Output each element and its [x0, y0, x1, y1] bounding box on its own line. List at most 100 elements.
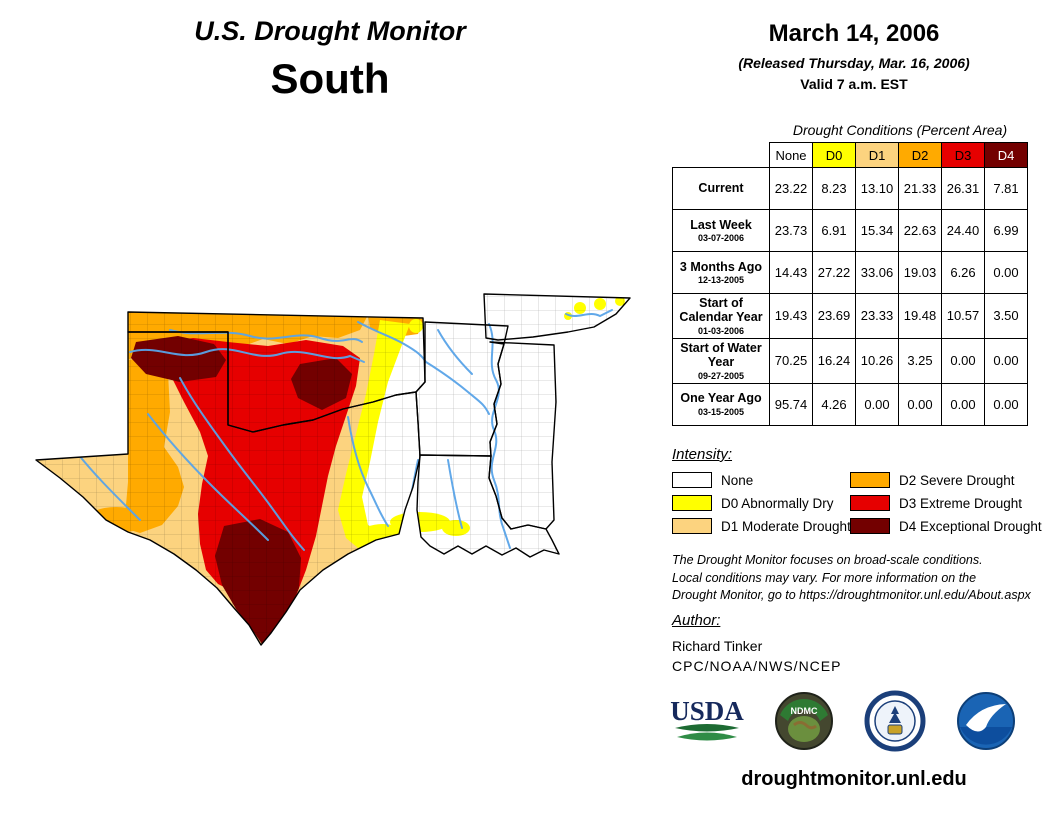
- value-cell: 26.31: [941, 167, 985, 210]
- column-header-d0: D0: [812, 142, 856, 168]
- value-cell: 0.00: [941, 337, 985, 384]
- cimarron-river: [169, 329, 363, 343]
- row-label: Current: [672, 167, 770, 210]
- legend-item-d2: D2 Severe Drought: [850, 472, 1038, 488]
- author-block: Author: Richard Tinker CPC/NOAA/NWS/NCEP: [672, 612, 841, 674]
- disclaimer-line: Drought Monitor, go to https://droughtmo…: [672, 588, 1031, 602]
- value-cell: 27.22: [812, 251, 856, 294]
- ouachita-river: [447, 459, 463, 529]
- noaa-logo: [957, 692, 1015, 750]
- brazos-river: [179, 377, 305, 551]
- row-label-date: 03-07-2006: [697, 233, 745, 244]
- canadian-river: [129, 348, 365, 363]
- noaa-gull: [966, 704, 1006, 732]
- d4-swatch: [850, 518, 890, 534]
- value-cell: 0.00: [984, 337, 1028, 384]
- date-block: March 14, 2006 (Released Thursday, Mar. …: [668, 20, 1040, 92]
- legend-label: D2 Severe Drought: [899, 472, 1015, 488]
- d3-swatch: [850, 495, 890, 511]
- value-cell: 70.25: [769, 337, 813, 384]
- legend-label: D4 Exceptional Drought: [899, 518, 1042, 534]
- none-swatch: [672, 472, 712, 488]
- value-cell: 23.69: [812, 293, 856, 339]
- value-cell: 6.99: [984, 209, 1028, 252]
- row-label: 3 Months Ago 12-13-2005: [672, 251, 770, 294]
- usda-swoosh-top: [675, 724, 739, 732]
- value-cell: 23.33: [855, 293, 899, 339]
- value-cell: 13.10: [855, 167, 899, 210]
- legend-item-d4: D4 Exceptional Drought: [850, 518, 1042, 534]
- report-title: U.S. Drought Monitor: [194, 16, 466, 46]
- value-cell: 19.43: [769, 293, 813, 339]
- value-cell: 4.26: [812, 382, 856, 426]
- table-row: 3 Months Ago 12-13-2005 14.43 27.22 33.0…: [672, 251, 1028, 294]
- row-label-date: 01-03-2006: [697, 325, 745, 336]
- value-cell: 19.03: [898, 251, 942, 294]
- value-cell: 6.91: [812, 209, 856, 252]
- table-row: Current 23.22 8.23 13.10 21.33 26.31 7.8…: [672, 167, 1028, 210]
- table-row: One Year Ago 03-15-2005 95.74 4.26 0.00 …: [672, 382, 1028, 426]
- drought-conditions-table: None D0 D1 D2 D3 D4 Current 23.22 8.23 1…: [672, 142, 1028, 426]
- value-cell: 21.33: [898, 167, 942, 210]
- value-cell: 3.25: [898, 337, 942, 384]
- value-cell: 14.43: [769, 251, 813, 294]
- author-heading: Author:: [672, 612, 721, 629]
- report-date: March 14, 2006: [768, 20, 940, 47]
- row-label-text: Start of Calendar Year: [679, 296, 763, 325]
- intensity-legend: Intensity: None D0 Abnormally Dry D1 Mod…: [672, 446, 1042, 534]
- d0-swatch: [672, 495, 712, 511]
- tennessee-river: [565, 309, 613, 318]
- row-label: One Year Ago 03-15-2005: [672, 382, 770, 426]
- row-label-date: 12-13-2005: [697, 275, 745, 286]
- ndmc-logo-text: NDMC: [791, 706, 818, 716]
- legend-label: None: [721, 472, 754, 488]
- row-label-text: Last Week: [690, 217, 752, 232]
- author-name: Richard Tinker: [672, 638, 763, 654]
- usda-swoosh-bottom: [677, 732, 737, 741]
- legend-item-d1: D1 Moderate Drought: [672, 518, 851, 534]
- usda-logo-text: USDA: [670, 696, 744, 726]
- column-header-d3: D3: [941, 142, 985, 168]
- value-cell: 15.34: [855, 209, 899, 252]
- ndmc-globe: [788, 716, 820, 742]
- table-row: Last Week 03-07-2006 23.73 6.91 15.34 22…: [672, 209, 1028, 252]
- column-header-d2: D2: [898, 142, 942, 168]
- row-label-text: Current: [698, 180, 744, 195]
- region-title: South: [270, 55, 390, 102]
- disclaimer-line: Local conditions may vary. For more info…: [672, 570, 977, 585]
- row-label-text: 3 Months Ago: [679, 259, 763, 274]
- row-label: Last Week 03-07-2006: [672, 209, 770, 252]
- released-date: (Released Thursday, Mar. 16, 2006): [738, 55, 970, 71]
- value-cell: 19.48: [898, 293, 942, 339]
- column-header-none: None: [769, 142, 813, 168]
- disclaimer-text: The Drought Monitor focuses on broad-sca…: [672, 552, 1031, 605]
- value-cell: 10.26: [855, 337, 899, 384]
- legend-label: D3 Extreme Drought: [899, 495, 1023, 511]
- colorado-river: [147, 413, 269, 541]
- usda-logo: USDA: [670, 696, 744, 741]
- value-cell: 3.50: [984, 293, 1028, 339]
- legend-item-none: None: [672, 472, 850, 488]
- value-cell: 95.74: [769, 382, 813, 426]
- table-caption: Drought Conditions (Percent Area): [792, 122, 1008, 138]
- title-block: U.S. Drought Monitor South: [0, 16, 660, 103]
- value-cell: 6.26: [941, 251, 985, 294]
- value-cell: 10.57: [941, 293, 985, 339]
- state-borders-layer: [35, 293, 631, 646]
- footer-url: droughtmonitor.unl.edu: [741, 768, 967, 790]
- value-cell: 8.23: [812, 167, 856, 210]
- value-cell: 16.24: [812, 337, 856, 384]
- legend-heading: Intensity:: [672, 446, 733, 463]
- legend-item-d3: D3 Extreme Drought: [850, 495, 1038, 511]
- row-label-text: One Year Ago: [680, 391, 762, 406]
- value-cell: 23.73: [769, 209, 813, 252]
- row-label-date: 03-15-2005: [697, 406, 745, 417]
- d2-swatch: [850, 472, 890, 488]
- value-cell: 0.00: [984, 382, 1028, 426]
- row-label: Start of Calendar Year 01-03-2006: [672, 293, 770, 339]
- state-tennessee: [483, 293, 631, 341]
- legend-label: D1 Moderate Drought: [721, 518, 851, 534]
- trinity-river: [347, 416, 389, 527]
- table-row: Start of Calendar Year 01-03-2006 19.43 …: [672, 293, 1028, 339]
